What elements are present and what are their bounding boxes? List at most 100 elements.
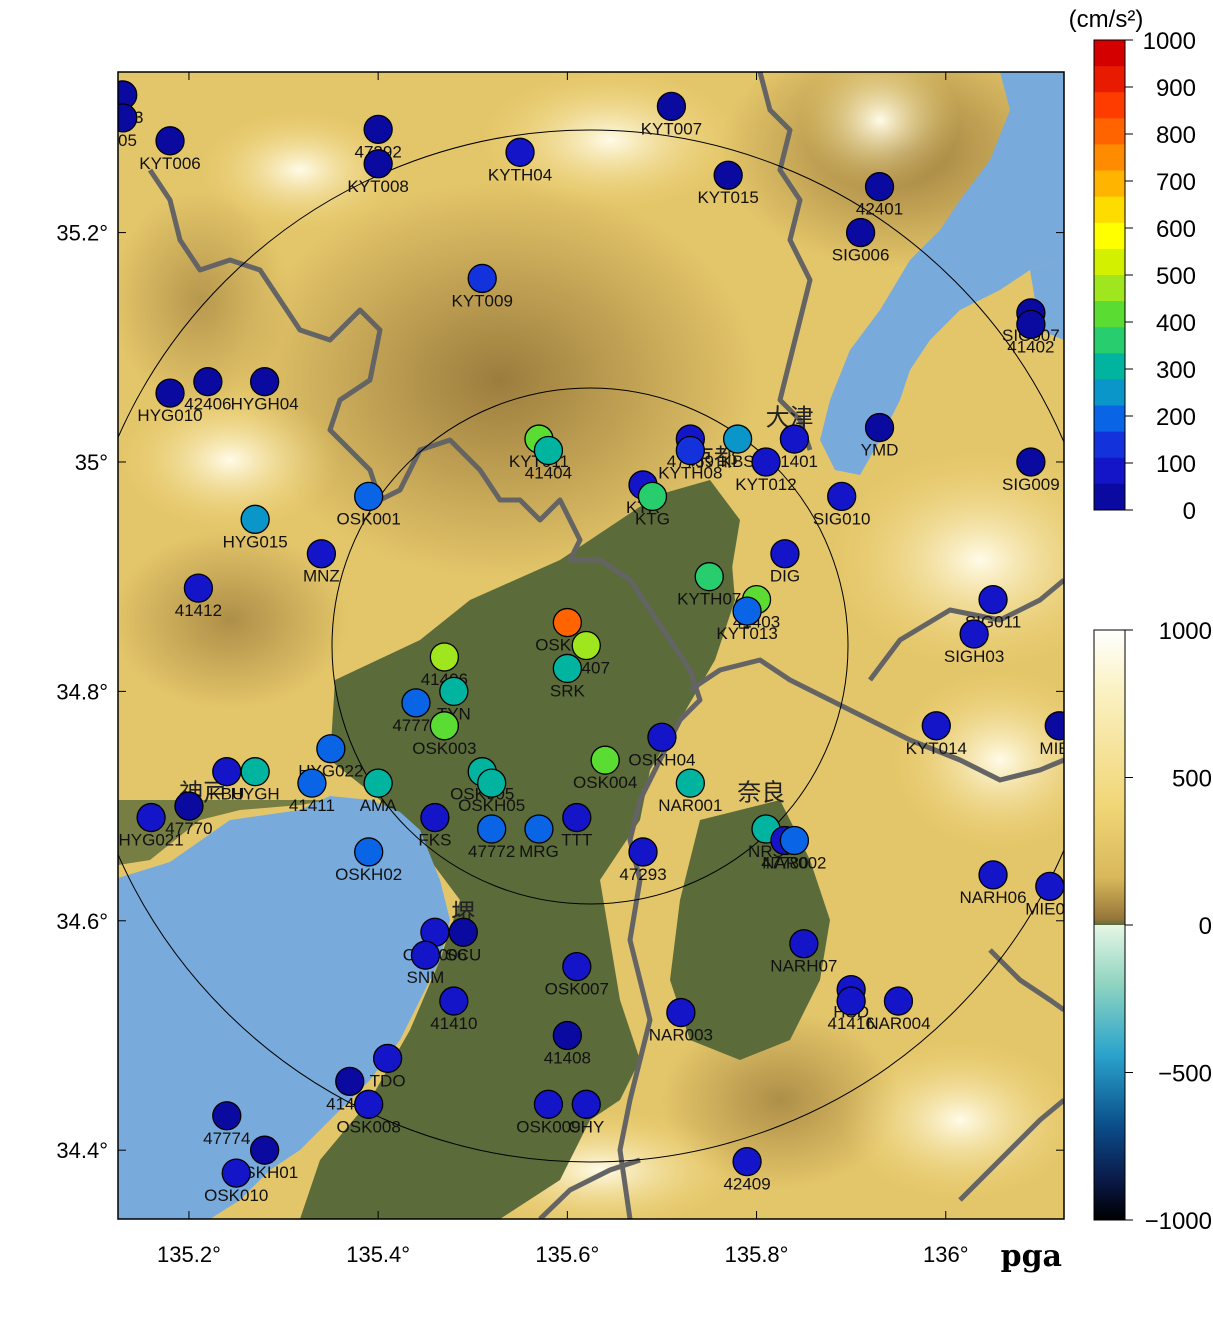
station-marker[interactable] <box>363 768 393 798</box>
station-marker[interactable] <box>656 91 687 122</box>
lon-tick-label: 135.4° <box>346 1242 410 1267</box>
station-marker[interactable] <box>221 1158 251 1188</box>
station-marker[interactable] <box>779 825 810 856</box>
station-marker[interactable] <box>316 734 346 764</box>
station-label: NAR002 <box>762 853 826 872</box>
station-marker[interactable] <box>363 114 393 145</box>
station-marker[interactable] <box>533 1089 564 1119</box>
station-marker[interactable] <box>306 539 337 569</box>
station-marker[interactable] <box>448 917 478 947</box>
station-marker[interactable] <box>429 642 460 672</box>
station-label: KYT014 <box>906 739 967 758</box>
station-label: KYT012 <box>735 475 796 494</box>
station-marker[interactable] <box>864 172 895 202</box>
station-marker[interactable] <box>174 791 204 821</box>
station-marker[interactable] <box>155 126 185 156</box>
station-marker[interactable] <box>410 940 441 970</box>
station-label: OSK008 <box>337 1117 401 1136</box>
lat-tick-label: 35.2° <box>56 221 108 246</box>
station-marker[interactable] <box>779 424 810 454</box>
station-marker[interactable] <box>732 596 762 626</box>
station-marker[interactable] <box>827 481 857 512</box>
station-marker[interactable] <box>136 802 166 833</box>
station-label: 42406 <box>184 395 231 414</box>
station-marker[interactable] <box>921 711 951 741</box>
station-label: 41408 <box>544 1048 591 1067</box>
station-marker[interactable] <box>297 768 327 798</box>
station-marker[interactable] <box>978 584 1008 615</box>
station-label: OSKH04 <box>628 750 695 769</box>
station-marker[interactable] <box>552 607 582 638</box>
station-marker[interactable] <box>477 814 507 844</box>
station-marker[interactable] <box>439 986 469 1016</box>
station-label: OSK003 <box>412 739 476 758</box>
station-marker[interactable] <box>249 367 280 397</box>
station-marker[interactable] <box>372 1043 403 1074</box>
elevation-colorbar-tick: 500 <box>1172 766 1212 793</box>
station-marker[interactable] <box>562 952 592 982</box>
station-marker[interactable] <box>552 653 582 684</box>
station-marker[interactable] <box>363 149 393 179</box>
station-marker[interactable] <box>354 837 384 867</box>
station-marker[interactable] <box>628 837 658 867</box>
station-marker[interactable] <box>666 997 696 1028</box>
station-marker[interactable] <box>240 504 270 534</box>
station-label: OSKH02 <box>335 865 402 884</box>
station-label: HYG015 <box>223 532 288 551</box>
station-marker[interactable] <box>439 676 469 707</box>
station-marker[interactable] <box>770 539 800 569</box>
station-marker[interactable] <box>836 986 866 1016</box>
station-marker[interactable] <box>864 412 895 443</box>
station-marker[interactable] <box>637 481 668 512</box>
station-marker[interactable] <box>675 435 705 466</box>
station-marker[interactable] <box>590 745 620 775</box>
station-marker[interactable] <box>401 688 431 718</box>
station-marker[interactable] <box>240 757 270 787</box>
station-marker[interactable] <box>675 768 705 798</box>
station-marker[interactable] <box>722 424 753 454</box>
station-marker[interactable] <box>155 378 185 408</box>
station-marker[interactable] <box>420 802 450 833</box>
station-marker[interactable] <box>467 263 497 294</box>
station-marker[interactable] <box>845 217 876 248</box>
station-marker[interactable] <box>354 481 384 512</box>
station-marker[interactable] <box>562 802 592 833</box>
station-marker[interactable] <box>212 757 242 787</box>
station-marker[interactable] <box>552 1020 582 1051</box>
station-marker[interactable] <box>193 367 223 397</box>
city-label: 奈良 <box>737 778 785 806</box>
station-marker[interactable] <box>571 1089 601 1119</box>
station-marker[interactable] <box>1044 711 1073 741</box>
station-marker[interactable] <box>789 929 819 959</box>
station-label: NAR001 <box>658 796 722 815</box>
station-marker[interactable] <box>109 103 138 133</box>
station-label: SIGH03 <box>944 647 1004 666</box>
station-marker[interactable] <box>647 722 677 752</box>
station-marker[interactable] <box>429 711 460 741</box>
map-axes: 135.2° 135.4° 135.6° 135.8° 136° 35.2° 35° 34.8… <box>56 72 1064 1267</box>
station-marker[interactable] <box>505 137 535 167</box>
lat-tick-label: 35° <box>75 450 108 475</box>
station-marker[interactable] <box>533 435 564 466</box>
station-marker[interactable] <box>978 860 1008 890</box>
station-marker[interactable] <box>354 1089 384 1119</box>
station-marker[interactable] <box>694 562 724 592</box>
station-marker[interactable] <box>751 447 781 477</box>
station-marker[interactable] <box>477 768 507 798</box>
pga-colorbar-swatch <box>1094 301 1125 328</box>
station-marker[interactable] <box>959 619 989 649</box>
station-marker[interactable] <box>335 1066 365 1097</box>
station-marker[interactable] <box>732 1147 762 1177</box>
station-label: KTG <box>635 509 670 528</box>
station-marker[interactable] <box>883 986 914 1016</box>
station-marker[interactable] <box>249 1135 280 1165</box>
station-marker[interactable] <box>571 630 601 661</box>
station-marker[interactable] <box>183 573 214 603</box>
station-marker[interactable] <box>1016 309 1046 339</box>
station-marker[interactable] <box>212 1101 242 1131</box>
station-marker[interactable] <box>1035 871 1064 902</box>
station-marker[interactable] <box>1016 447 1046 477</box>
station-marker[interactable] <box>713 160 743 190</box>
pga-colorbar-swatch <box>1094 40 1125 67</box>
station-marker[interactable] <box>524 814 554 844</box>
